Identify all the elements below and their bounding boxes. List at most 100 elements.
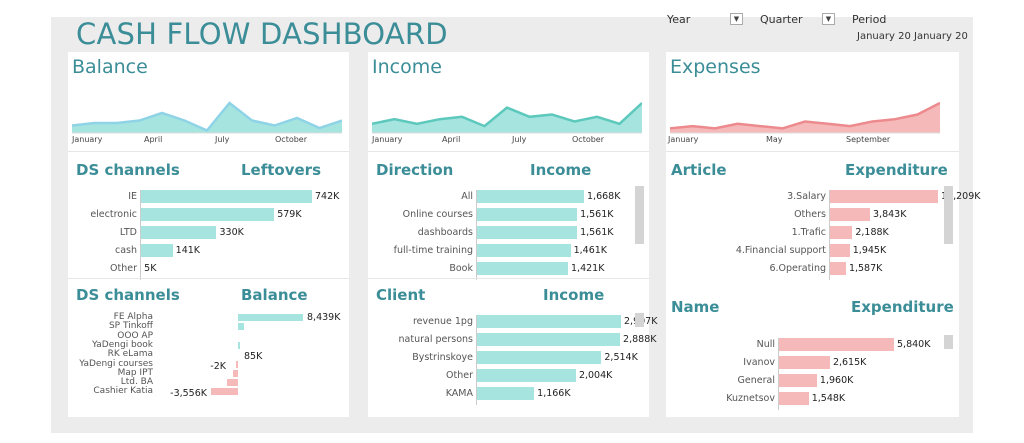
bar-value: 141K [175,245,201,256]
bar[interactable] [829,244,850,257]
year-dropdown[interactable]: ▼ [730,13,743,25]
bar-label: full-time training [393,245,473,256]
bar[interactable] [236,360,238,368]
bar[interactable] [238,314,303,321]
section-header: Balance [241,286,308,304]
scrollbar[interactable] [635,186,644,244]
bar-label: LTD [119,227,137,238]
bar[interactable] [476,190,584,203]
bar[interactable] [476,226,578,239]
bar-value: 10,209K [941,191,981,202]
trend-area [72,103,342,133]
channel-label: YaDengi courses [79,358,153,369]
bar[interactable] [476,351,602,364]
bar[interactable] [476,369,576,382]
channel-label: OOO AP [117,330,153,341]
divider [68,278,349,279]
bar[interactable] [238,323,244,331]
bar-label: General [737,375,775,386]
bar[interactable] [476,244,571,257]
bar-value: 1,668K [587,191,621,202]
income-trend-chart[interactable] [372,87,642,149]
bar-value: 85K [244,350,263,362]
filter-bar: Year ▼ Quarter ▼ Period January 20 Janua… [665,11,968,45]
divider [368,278,649,279]
income-panel: Income January April July October Direct… [368,52,657,417]
bar-label: natural persons [398,334,474,345]
bar[interactable] [476,333,621,346]
channel-label: Cashier Katia [93,386,153,397]
period-start-value[interactable]: January 20 [857,31,911,42]
bar-value: 8,439K [307,312,341,323]
scrollbar[interactable] [944,335,953,349]
section-header: Article [671,161,727,179]
section-header: Direction [376,161,454,179]
divider [368,151,649,152]
section-header: Client [376,286,426,304]
bar[interactable] [232,369,238,377]
bar-axis [778,338,779,410]
bar[interactable] [476,262,568,275]
bar[interactable] [829,190,938,203]
bar[interactable] [829,226,853,239]
income-title: Income [372,56,442,78]
bar[interactable] [140,226,217,239]
quarter-dropdown[interactable]: ▼ [822,13,835,25]
bar[interactable] [211,388,238,396]
bar[interactable] [140,208,275,221]
section-header: DS channels [76,286,180,304]
expenses-trend-chart[interactable] [670,87,940,149]
bar-label: Others [794,209,826,220]
bar[interactable] [476,315,621,328]
bar[interactable] [778,338,894,351]
month-label: April [442,135,461,144]
channel-label: Ltd. BA [120,377,153,388]
balance-trend-chart[interactable] [72,87,342,149]
bar[interactable] [140,244,173,257]
bar[interactable] [238,341,240,349]
section-header: Leftovers [241,161,322,179]
bar-label: cash [114,245,137,256]
bar[interactable] [829,208,871,221]
bar[interactable] [140,190,312,203]
bar-value: 1,421K [571,263,605,274]
bar[interactable] [829,262,846,275]
bar-value: 2,514K [604,352,638,363]
month-label: January [72,135,103,144]
bar-label: KAMA [445,388,473,399]
bar-label: Other [446,370,473,381]
bar-value: 2,888K [623,334,657,345]
channel-label: YaDengi book [92,339,153,350]
bar-label: Online courses [402,209,473,220]
bar-value: 742K [315,191,340,202]
bar[interactable] [778,356,830,369]
balance-title: Balance [72,56,148,78]
bar[interactable] [778,374,817,387]
bar-label: 3.Salary [787,191,826,202]
bar-label: revenue 1pg [412,316,473,327]
scrollbar[interactable] [944,186,953,244]
bar-label: Kuznetsov [726,393,775,404]
period-end-value[interactable]: January 20 [914,31,968,42]
month-label: May [766,135,783,144]
trend-line [670,101,940,130]
scrollbar[interactable] [635,313,644,327]
bar-label: Book [449,263,473,274]
bar-label: All [461,191,473,202]
month-label: April [144,135,163,144]
month-label: July [215,135,230,144]
bar[interactable] [227,379,238,387]
bar-label: Null [756,339,775,350]
channel-label: SP Tinkoff [108,321,153,332]
bar-value: 1,548K [811,393,846,404]
divider [68,151,349,152]
bar[interactable] [476,387,535,400]
expenses-title: Expenses [670,56,761,78]
bar-value: 1,945K [852,245,887,256]
bar-value: -2K [210,360,226,372]
month-label: September [846,135,891,144]
month-label: July [512,135,527,144]
bar[interactable] [778,392,809,405]
bar[interactable] [476,208,578,221]
channel-label: FE Alpha [113,312,153,322]
